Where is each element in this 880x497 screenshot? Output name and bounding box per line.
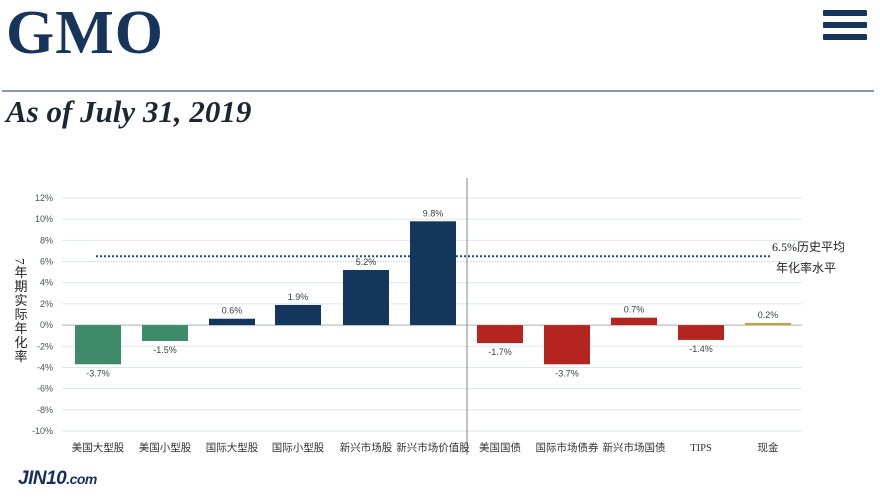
y-tick-label: 12% bbox=[35, 193, 53, 203]
y-tick-label: -10% bbox=[32, 426, 53, 436]
y-tick-label: 6% bbox=[40, 257, 53, 267]
y-axis-label: 7年期实际年化率 bbox=[13, 258, 28, 364]
y-tick-label: -4% bbox=[37, 362, 53, 372]
y-tick-label: 0% bbox=[40, 320, 53, 330]
category-label: TIPS bbox=[690, 443, 712, 454]
category-label: 国际大型股 bbox=[206, 441, 259, 454]
bar bbox=[678, 325, 724, 340]
historical-average-label: 6.5%历史平均 bbox=[772, 240, 845, 254]
category-label: 新兴市场股 bbox=[340, 441, 393, 454]
menu-bar bbox=[823, 10, 867, 16]
jin10-suffix: .com bbox=[66, 471, 97, 487]
menu-bar bbox=[823, 34, 867, 40]
header-divider bbox=[2, 90, 874, 92]
category-label: 国际小型股 bbox=[272, 441, 325, 454]
value-labels: -3.7% -1.5% 0.6% 1.9% 5.2% 9.8% -1.7% -3.7% 0.7%… bbox=[86, 208, 778, 378]
bar bbox=[209, 318, 255, 326]
bar bbox=[745, 322, 791, 326]
bar bbox=[410, 221, 456, 326]
y-axis-ticks: 12% 10% 8% 6% 4% 2% 0% -2% -4% -6% -8% -10% bbox=[32, 193, 53, 436]
category-label: 美国小型股 bbox=[139, 441, 192, 454]
category-label: 新兴市场国债 bbox=[603, 441, 666, 454]
value-label: -3.7% bbox=[555, 368, 579, 378]
bar bbox=[75, 325, 121, 365]
menu-bar bbox=[823, 22, 867, 28]
jin10-brand: JIN10 bbox=[18, 468, 67, 489]
value-label: 0.7% bbox=[624, 305, 645, 315]
value-label: -1.7% bbox=[488, 347, 512, 357]
gmo-logo[interactable]: GMO bbox=[6, 0, 164, 67]
y-tick-label: -8% bbox=[37, 405, 53, 415]
y-tick-label: 10% bbox=[35, 214, 53, 224]
y-tick-label: 8% bbox=[40, 235, 53, 245]
value-label: 9.8% bbox=[423, 208, 444, 218]
bar bbox=[275, 304, 321, 326]
hamburger-menu-icon[interactable] bbox=[823, 10, 867, 50]
bar bbox=[477, 325, 523, 344]
value-label: 0.6% bbox=[222, 306, 243, 316]
jin10-logo: JIN10.com bbox=[18, 468, 97, 490]
value-label: -3.7% bbox=[86, 368, 110, 378]
bar bbox=[544, 325, 590, 365]
value-label: -1.5% bbox=[153, 345, 177, 355]
y-tick-label: 2% bbox=[40, 299, 53, 309]
y-tick-label: -6% bbox=[37, 384, 53, 394]
value-label: 5.2% bbox=[356, 257, 377, 267]
value-label: -1.4% bbox=[689, 344, 713, 354]
bar bbox=[343, 270, 389, 326]
bar bbox=[611, 317, 657, 326]
category-label: 现金 bbox=[758, 441, 779, 454]
historical-average-label-line2: 年化率水平 bbox=[776, 260, 836, 275]
bars bbox=[75, 221, 791, 365]
category-label: 美国国债 bbox=[479, 441, 521, 454]
y-tick-label: -2% bbox=[37, 341, 53, 351]
category-labels: 美国大型股 美国小型股 国际大型股 国际小型股 新兴市场股 新兴市场价值股 美国国债 国际市场… bbox=[72, 441, 779, 454]
category-label: 美国大型股 bbox=[72, 441, 125, 454]
value-label: 1.9% bbox=[288, 292, 309, 302]
value-label: 0.2% bbox=[758, 310, 779, 320]
category-label: 国际市场债券 bbox=[536, 441, 599, 454]
as-of-date: As of July 31, 2019 bbox=[6, 94, 252, 129]
category-label: 新兴市场价值股 bbox=[396, 441, 470, 454]
returns-bar-chart: 12% 10% 8% 6% 4% 2% 0% -2% -4% -6% -8% -10% 7年期实际年化… bbox=[13, 178, 845, 455]
bar bbox=[142, 325, 188, 341]
y-tick-label: 4% bbox=[40, 278, 53, 288]
